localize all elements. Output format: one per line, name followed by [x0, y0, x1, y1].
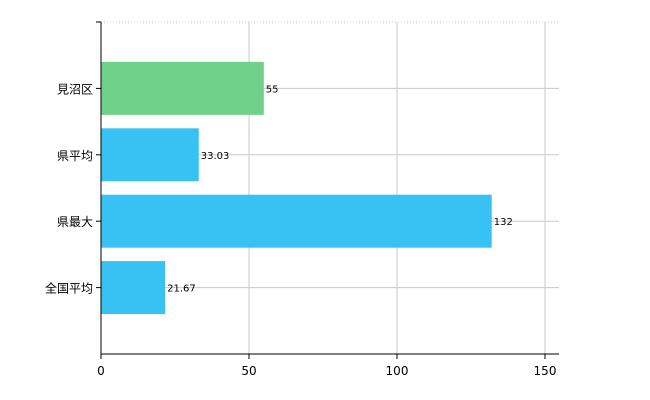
category-label: 県最大	[57, 215, 93, 229]
data-label: 21.67	[167, 284, 196, 295]
data-label: 55	[266, 84, 279, 95]
category-label: 見沼区	[57, 82, 93, 96]
data-label: 132	[494, 217, 513, 228]
x-tick-label: 0	[97, 364, 105, 378]
bar	[101, 61, 264, 115]
category-label: 県平均	[57, 149, 93, 163]
bar	[101, 194, 492, 248]
axes	[96, 21, 559, 359]
x-tick-label: 150	[534, 364, 557, 378]
bar	[101, 261, 166, 315]
bar	[101, 128, 199, 182]
category-label: 全国平均	[45, 281, 93, 296]
x-tick-label: 50	[241, 364, 256, 378]
x-tick-label: 100	[386, 364, 409, 378]
bars	[101, 61, 492, 315]
data-label: 33.03	[201, 151, 230, 162]
labels: 55 見沼区 33.03 県平均 132 県最大 21.67 全国平均 0 50 100 150	[45, 82, 556, 378]
